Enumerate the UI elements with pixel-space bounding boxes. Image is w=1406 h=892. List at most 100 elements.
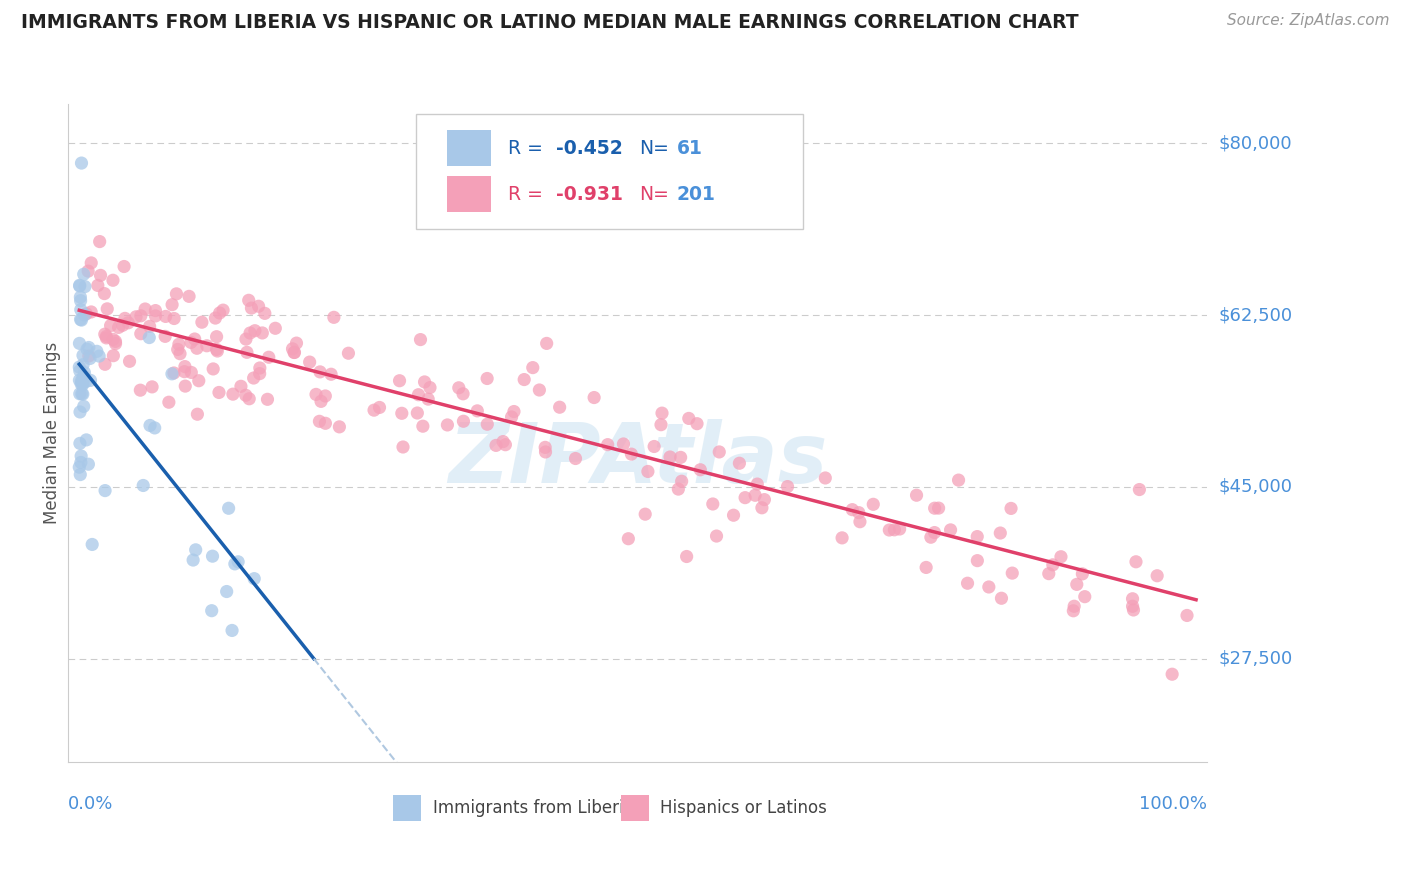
Text: 61: 61 bbox=[676, 138, 702, 158]
Point bbox=[308, 414, 330, 428]
Point bbox=[73, 279, 96, 293]
Point bbox=[184, 542, 207, 557]
Point bbox=[67, 460, 90, 475]
Point bbox=[650, 417, 672, 432]
Point bbox=[413, 375, 436, 389]
Point bbox=[889, 522, 911, 536]
Point bbox=[734, 491, 756, 505]
Point bbox=[709, 445, 731, 459]
Point bbox=[96, 331, 118, 345]
Point bbox=[754, 492, 776, 507]
Point bbox=[534, 445, 557, 459]
Point bbox=[191, 315, 214, 329]
Point bbox=[1122, 591, 1144, 606]
Point bbox=[70, 449, 93, 463]
Point bbox=[145, 303, 167, 318]
Point bbox=[181, 553, 204, 567]
Point bbox=[905, 488, 928, 502]
Point bbox=[226, 555, 249, 569]
Point bbox=[1063, 599, 1085, 614]
Point bbox=[180, 335, 202, 350]
Point bbox=[363, 403, 385, 417]
Point bbox=[388, 374, 411, 388]
Point bbox=[702, 497, 724, 511]
Point bbox=[252, 326, 274, 340]
Point bbox=[89, 235, 111, 249]
Point bbox=[72, 358, 94, 372]
Point bbox=[129, 326, 152, 341]
Point bbox=[243, 572, 266, 586]
Point bbox=[451, 386, 474, 401]
Point bbox=[205, 329, 228, 343]
Point bbox=[257, 351, 280, 365]
Point bbox=[70, 376, 93, 391]
Point bbox=[309, 365, 332, 379]
Point bbox=[418, 392, 440, 406]
Point bbox=[205, 343, 228, 357]
Point bbox=[406, 406, 429, 420]
Point bbox=[201, 604, 224, 618]
Point bbox=[73, 400, 96, 414]
Text: R =: R = bbox=[508, 185, 548, 203]
Point bbox=[167, 337, 190, 351]
Point bbox=[620, 447, 643, 461]
Point bbox=[617, 532, 640, 546]
Point bbox=[243, 324, 266, 338]
Point bbox=[125, 310, 148, 324]
Text: R =: R = bbox=[508, 138, 548, 158]
Point bbox=[202, 362, 225, 376]
Point bbox=[281, 342, 304, 356]
Point bbox=[186, 341, 208, 355]
Point bbox=[69, 279, 91, 293]
Point bbox=[163, 311, 186, 326]
Point bbox=[174, 379, 197, 393]
Point bbox=[90, 268, 112, 283]
Point bbox=[1050, 549, 1073, 564]
Point bbox=[103, 349, 125, 363]
Point bbox=[686, 417, 709, 431]
Y-axis label: Median Male Earnings: Median Male Earnings bbox=[44, 342, 60, 524]
Text: $80,000: $80,000 bbox=[1219, 135, 1292, 153]
Point bbox=[1122, 603, 1144, 617]
Point bbox=[319, 368, 342, 382]
Point bbox=[174, 359, 197, 374]
Point bbox=[915, 560, 938, 574]
Point bbox=[75, 433, 97, 447]
Point bbox=[1066, 577, 1088, 591]
Point bbox=[69, 467, 91, 482]
Point bbox=[94, 327, 117, 342]
Point bbox=[475, 371, 498, 385]
Point bbox=[204, 311, 226, 326]
Point bbox=[100, 318, 122, 333]
Point bbox=[659, 450, 682, 464]
Point bbox=[132, 478, 155, 492]
Point bbox=[1125, 555, 1147, 569]
Point bbox=[201, 549, 224, 564]
Point bbox=[419, 381, 441, 395]
Point bbox=[939, 523, 962, 537]
Point bbox=[72, 387, 94, 401]
Point bbox=[73, 369, 96, 384]
Point bbox=[447, 381, 470, 395]
Point bbox=[238, 293, 260, 308]
Point bbox=[94, 357, 117, 371]
Point bbox=[173, 365, 195, 379]
Point bbox=[169, 347, 191, 361]
Point bbox=[1161, 667, 1184, 681]
Point bbox=[492, 434, 515, 449]
Text: Source: ZipAtlas.com: Source: ZipAtlas.com bbox=[1226, 13, 1389, 29]
Point bbox=[453, 414, 475, 428]
Point bbox=[80, 256, 103, 270]
Point bbox=[678, 411, 700, 425]
Text: 201: 201 bbox=[676, 185, 716, 203]
Point bbox=[96, 301, 118, 316]
Point bbox=[956, 576, 979, 591]
Point bbox=[118, 354, 141, 368]
Point bbox=[966, 530, 988, 544]
Point bbox=[564, 451, 586, 466]
Point bbox=[69, 278, 91, 293]
Point bbox=[924, 525, 946, 540]
Point bbox=[1038, 566, 1060, 581]
Text: -0.452: -0.452 bbox=[555, 138, 623, 158]
Point bbox=[240, 301, 263, 315]
